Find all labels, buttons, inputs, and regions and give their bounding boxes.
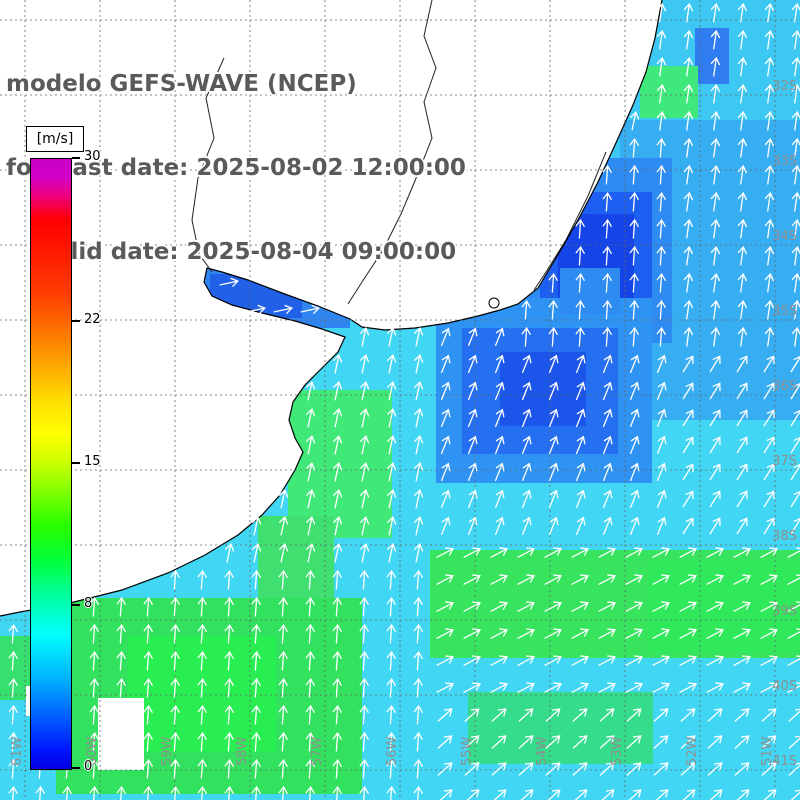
- latitude-label: 41S: [772, 754, 797, 769]
- longitude-label: 53W: [610, 736, 625, 766]
- longitude-label: 54W: [535, 736, 550, 766]
- latitude-label: 40S: [772, 679, 797, 694]
- coastal-lagoon: [488, 297, 500, 309]
- latitude-label: 35S: [772, 304, 797, 319]
- colorbar-unit-label: [m/s]: [26, 126, 84, 152]
- latitude-label: 34S: [772, 229, 797, 244]
- colorbar-tick-label: 8: [84, 596, 93, 611]
- longitude-label: 57W: [310, 736, 325, 766]
- latitude-label: 38S: [772, 529, 797, 544]
- colorbar-tick-mark: [72, 462, 80, 464]
- latitude-label: 39S: [772, 604, 797, 619]
- longitude-label: 52W: [685, 736, 700, 766]
- longitude-label: 61W: [10, 736, 25, 766]
- longitude-label: 59W: [160, 736, 175, 766]
- colorbar-tick-label: 15: [84, 454, 101, 469]
- latitude-label: 36S: [772, 379, 797, 394]
- colorbar-tick-label: 30: [84, 149, 101, 164]
- colorbar-tick-mark: [72, 320, 80, 322]
- longitude-label: 56W: [385, 736, 400, 766]
- colorbar-tick-mark: [72, 604, 80, 606]
- colorbar-tick-mark: [72, 157, 80, 159]
- map-title-block: modelo GEFS-WAVE (NCEP) forecast date: 2…: [6, 14, 466, 322]
- latitude-label: 32S: [772, 79, 797, 94]
- colorbar-tick-mark: [72, 767, 80, 769]
- longitude-label: 55W: [460, 736, 475, 766]
- coastline: [0, 0, 663, 617]
- valid-date-label: valid date: 2025-08-04 09:00:00: [40, 239, 457, 265]
- latitude-label: 37S: [772, 454, 797, 469]
- wave-direction-arrows: [8, 2, 800, 800]
- colorbar-tick-label: 22: [84, 312, 101, 327]
- longitude-label: 51W: [760, 736, 775, 766]
- land-mass: [0, 0, 662, 616]
- colorbar-tick-label: 0: [84, 759, 93, 774]
- model-title: modelo GEFS-WAVE (NCEP): [6, 71, 357, 97]
- longitude-label: 58W: [235, 736, 250, 766]
- latitude-label: 33S: [772, 154, 797, 169]
- colorbar-gradient: [30, 158, 72, 770]
